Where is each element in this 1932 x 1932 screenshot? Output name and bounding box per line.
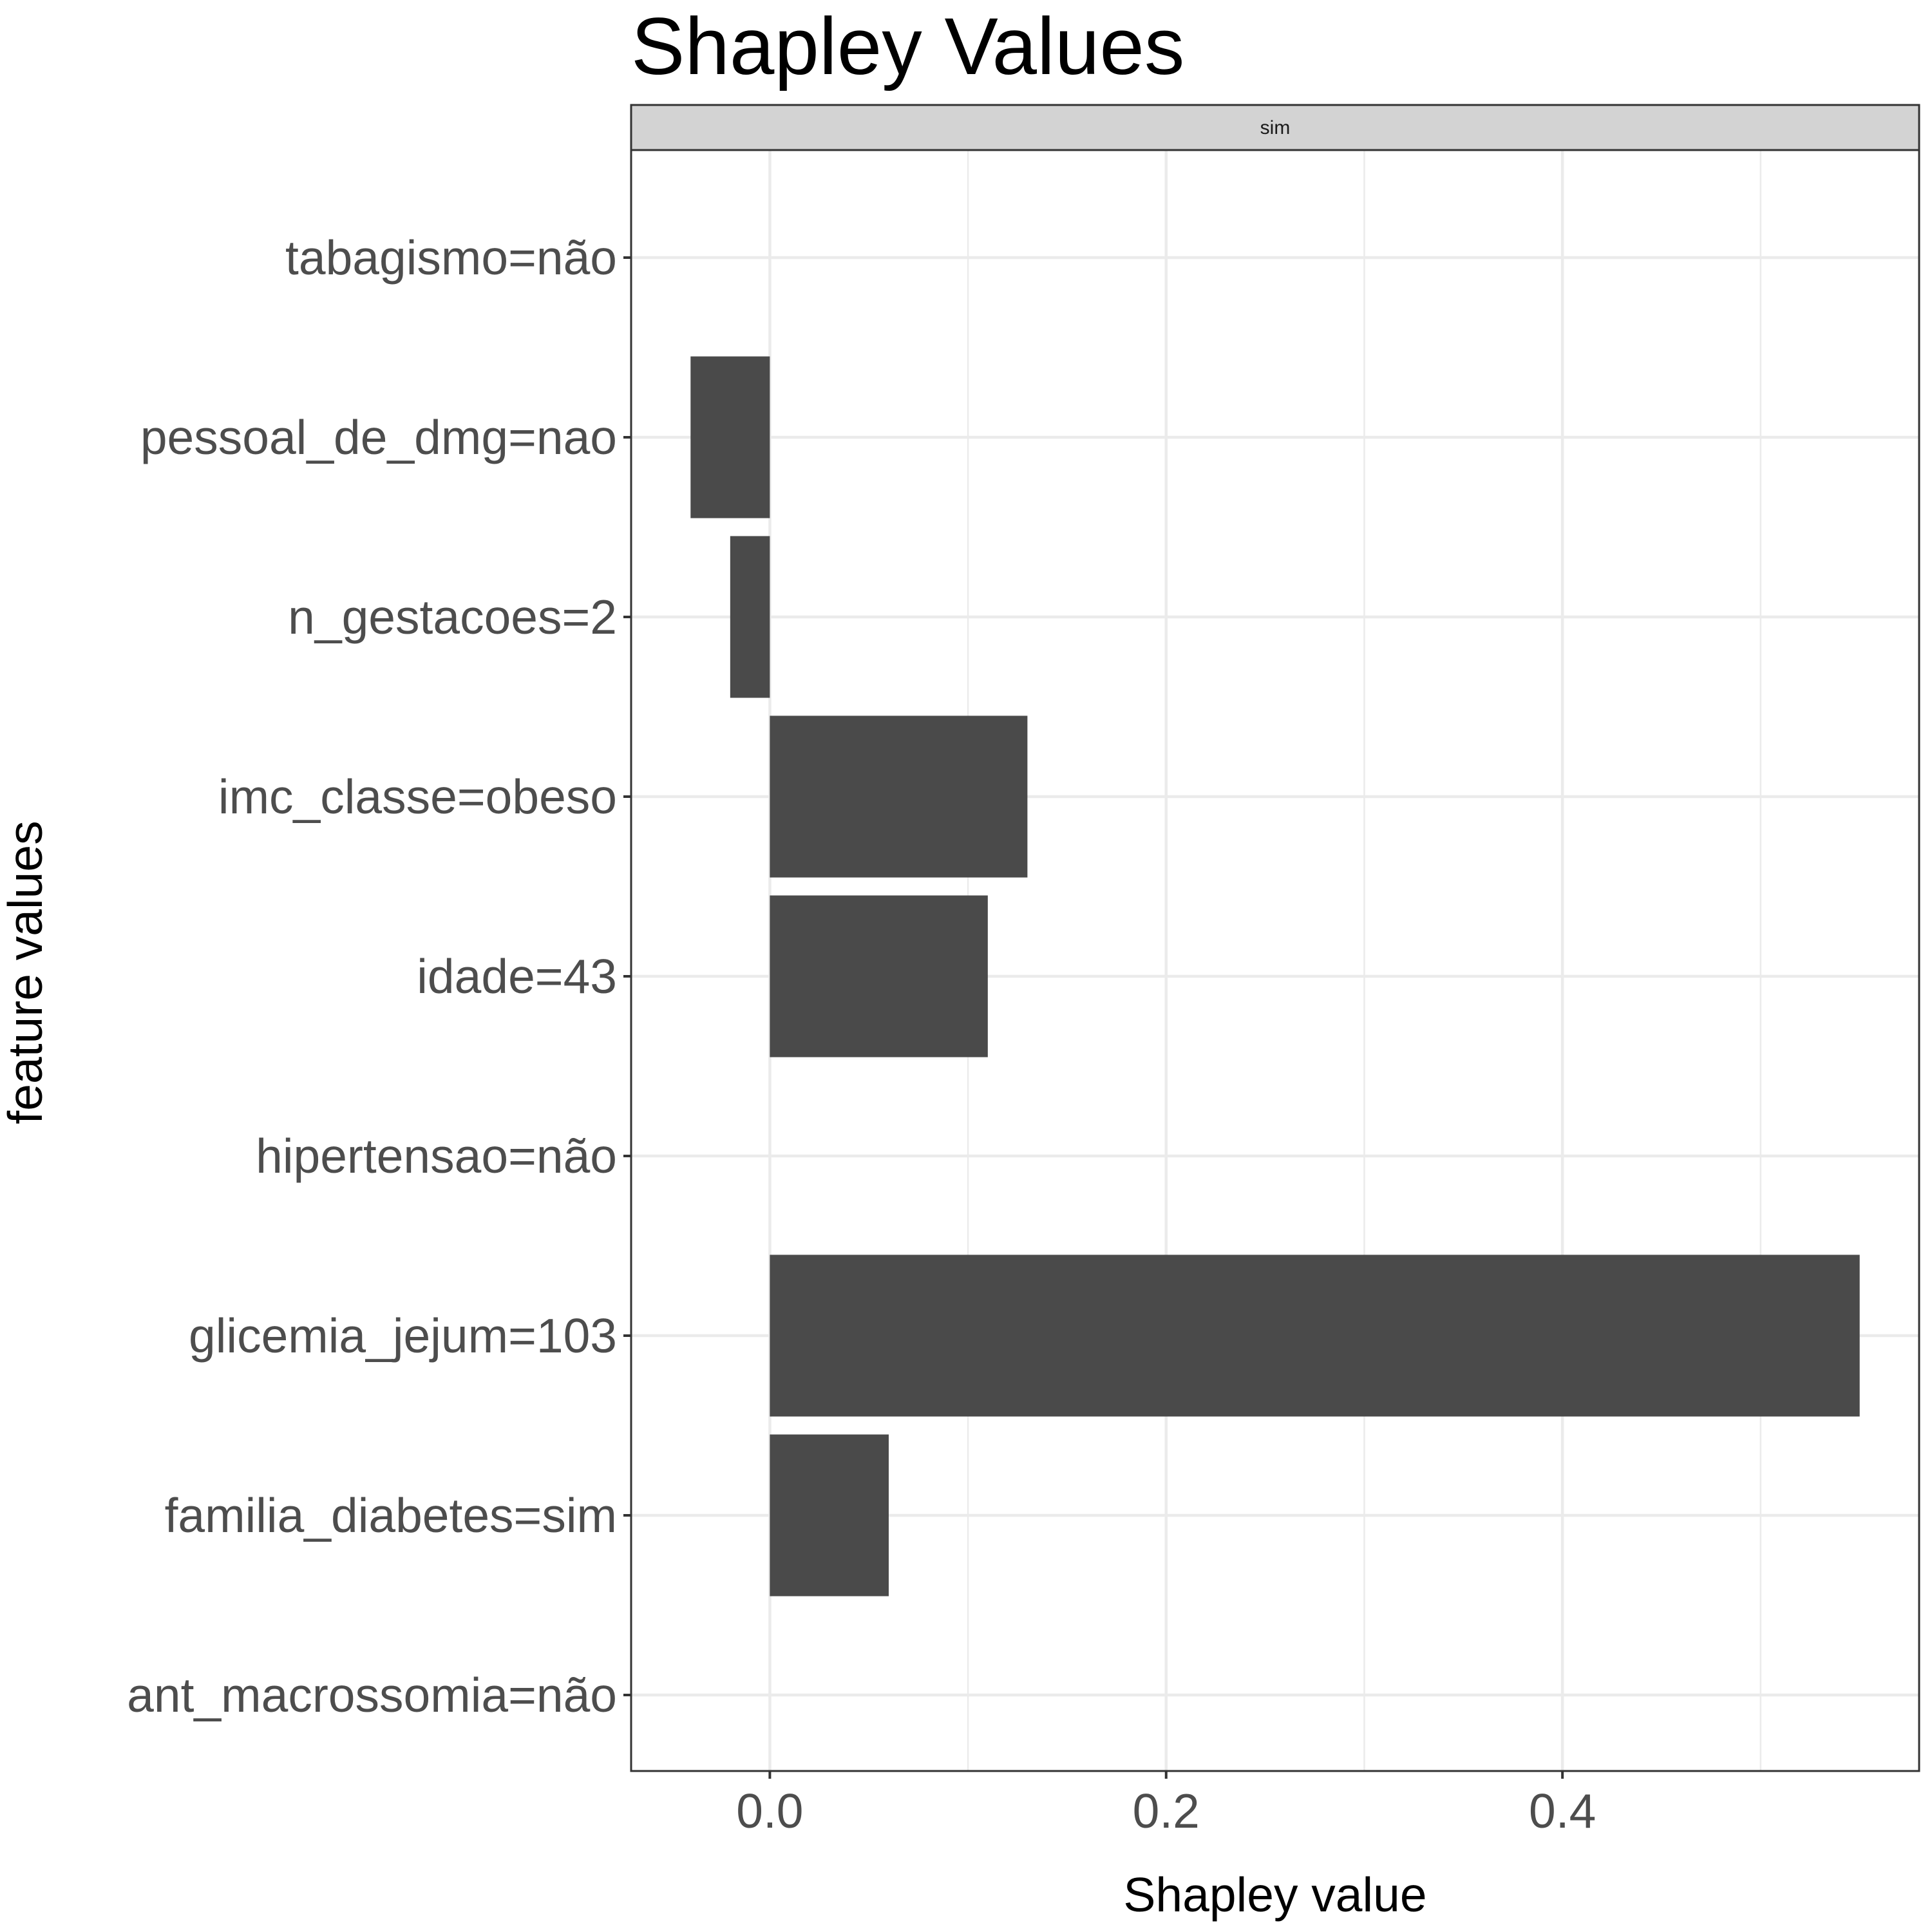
y-tick-label: familia_diabetes=sim xyxy=(165,1488,617,1542)
bar-familia_diabetes xyxy=(770,1434,889,1596)
y-axis-title: feature values xyxy=(0,820,52,1124)
plot-border xyxy=(630,149,1920,1772)
y-tick-label: hipertensao=não xyxy=(256,1129,617,1183)
y-tick-label: imc_classe=obeso xyxy=(218,770,617,824)
y-tick-label: pessoal_de_dmg=nao xyxy=(140,410,617,464)
x-tick-label: 0.0 xyxy=(736,1784,803,1838)
y-tick-label: n_gestacoes=2 xyxy=(288,590,617,644)
y-tick-label: idade=43 xyxy=(417,949,617,1003)
bar-pessoal_de_dmg xyxy=(690,356,770,518)
x-axis-title: Shapley value xyxy=(1123,1868,1426,1922)
y-axis-ticks: tabagismo=não pessoal_de_dmg=nao n_gestaco… xyxy=(127,231,631,1722)
bars xyxy=(690,356,1860,1596)
y-tick-label: glicemia_jejum=103 xyxy=(189,1309,617,1363)
y-tick-label: ant_macrossomia=não xyxy=(127,1668,617,1722)
facet-label: sim xyxy=(1260,117,1291,138)
bar-idade xyxy=(770,895,988,1057)
x-tick-label: 0.4 xyxy=(1529,1784,1596,1838)
chart-title: Shapley Values xyxy=(631,2,1184,91)
bar-glicemia_jejum xyxy=(770,1255,1860,1417)
x-tick-label: 0.2 xyxy=(1133,1784,1200,1838)
bar-imc_classe xyxy=(770,715,1028,878)
y-tick-label: tabagismo=não xyxy=(285,231,617,285)
facet-strip xyxy=(630,104,1920,151)
bar-n_gestacoes xyxy=(730,536,770,698)
x-axis-ticks: 0.0 0.2 0.4 xyxy=(736,1771,1596,1838)
